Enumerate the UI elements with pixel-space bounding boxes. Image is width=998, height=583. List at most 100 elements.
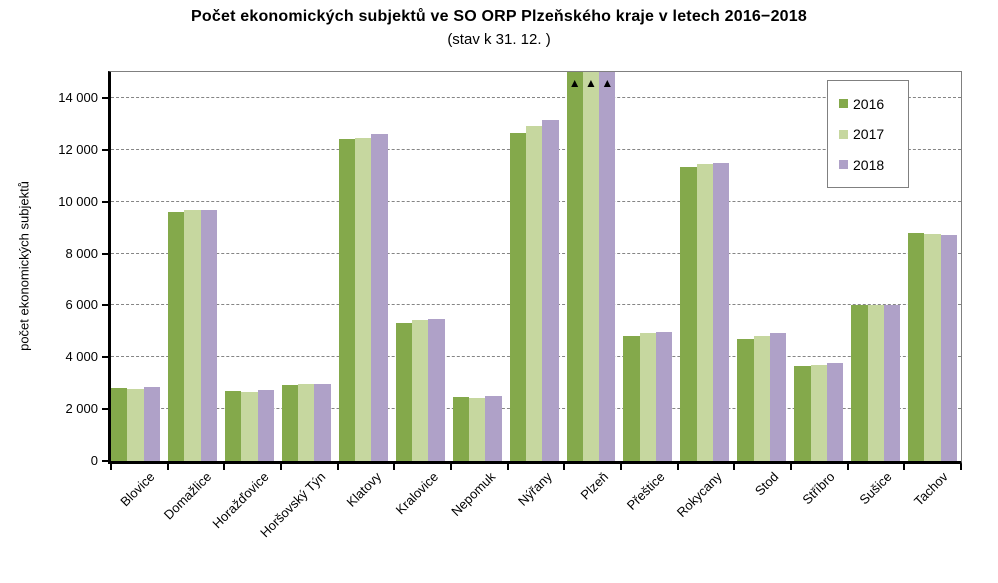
bar-Kralovice-2017	[412, 319, 429, 461]
x-tick-11	[733, 464, 736, 470]
x-tick-10	[676, 464, 679, 470]
legend-label-2018: 2018	[853, 156, 885, 173]
y-tick-4000	[102, 356, 110, 359]
bar-Plzeň-2016: ▲	[566, 72, 583, 461]
bar-Nepomuk-2017	[468, 397, 486, 461]
bar-groups-container: ▲ ▲ ▲	[111, 72, 961, 461]
bar-group-Plzeň: ▲ ▲ ▲	[563, 72, 620, 461]
bar-group-Kralovice	[392, 72, 449, 461]
bar-Nýřany-2017	[525, 126, 543, 461]
y-tick-10000	[102, 200, 110, 203]
bar-Horšovský Týn-2018	[314, 383, 331, 461]
bar-Domažlice-2017	[184, 209, 201, 461]
bar-group-Tachov	[904, 72, 961, 461]
bar-Stříbro-2017	[810, 364, 827, 461]
bar-Horažďovice-2017	[241, 391, 258, 461]
y-tick-0	[102, 460, 110, 462]
legend-item-2016: 2016	[839, 96, 908, 112]
bar-group-Stříbro	[790, 72, 847, 461]
bar-Nepomuk-2016	[452, 397, 469, 461]
legend-item-2018: 2018	[839, 157, 908, 173]
y-tick-label-14000: 14 000	[58, 89, 98, 105]
x-label-Klatovy: Klatovy	[343, 469, 385, 510]
bar-group-Horšovský Týn	[278, 72, 335, 461]
x-label-Horažďovice: Horažďovice	[209, 469, 272, 532]
bar-Nýřany-2016	[509, 132, 526, 461]
x-tick-12	[790, 464, 792, 470]
bar-Klatovy-2018	[371, 134, 388, 461]
legend: 2016 2017 2018	[827, 80, 909, 188]
bar-group-Rokycany	[676, 72, 733, 461]
x-label-Blovice: Blovice	[117, 469, 158, 510]
x-label-Přeštice: Přeštice	[624, 469, 668, 513]
legend-swatch-2016	[839, 99, 848, 108]
bar-Domažlice-2016	[167, 211, 185, 461]
clipped-value-marker: ▲	[601, 76, 614, 90]
x-tick-4	[336, 464, 339, 470]
legend-label-2016: 2016	[853, 95, 885, 112]
y-tick-6000	[102, 304, 110, 307]
bar-Blovice-2016	[111, 388, 128, 461]
bar-Horšovský Týn-2017	[298, 383, 315, 461]
bar-Stříbro-2018	[826, 362, 844, 461]
legend-swatch-2018	[839, 160, 848, 169]
bar-Rokycany-2017	[696, 164, 713, 461]
bar-Sušice-2017	[867, 305, 884, 461]
bar-group-Domažlice	[164, 72, 221, 461]
x-tick-0	[110, 464, 112, 470]
x-label-Stříbro: Stříbro	[799, 469, 838, 508]
x-tick-2	[223, 464, 226, 470]
y-tick-label-6000: 6 000	[65, 297, 98, 313]
bar-Sušice-2018	[883, 304, 901, 461]
chart-subtitle: (stav k 31. 12. )	[447, 31, 551, 48]
bar-Nepomuk-2018	[485, 396, 502, 461]
x-tick-1	[166, 464, 169, 470]
x-tick-5	[393, 464, 396, 470]
y-tick-label-10000: 10 000	[58, 193, 98, 209]
x-label-Rokycany: Rokycany	[673, 469, 725, 520]
x-tick-15	[960, 464, 962, 470]
x-tick-7	[506, 464, 509, 470]
legend-item-2017: 2017	[839, 126, 908, 142]
bar-group-Klatovy	[335, 72, 392, 461]
gridline-14000	[111, 96, 961, 98]
bar-Plzeň-2017: ▲	[582, 72, 600, 461]
x-tick-9	[620, 464, 622, 470]
x-label-Plzeň: Plzeň	[577, 469, 612, 503]
y-tick-label-2000: 2 000	[65, 401, 98, 417]
x-label-Nepomuk: Nepomuk	[447, 469, 498, 519]
bar-Blovice-2018	[143, 386, 160, 461]
legend-swatch-2017	[839, 129, 848, 139]
bar-Přeštice-2018	[656, 331, 673, 461]
x-tick-13	[846, 464, 849, 470]
y-tick-label-12000: 12 000	[58, 141, 98, 157]
bar-group-Horažďovice	[221, 72, 278, 461]
bar-group-Blovice	[111, 72, 164, 461]
bar-Plzeň-2018: ▲	[599, 72, 616, 461]
bar-Horažďovice-2016	[224, 390, 242, 461]
bar-Rokycany-2018	[713, 163, 730, 461]
bar-Sušice-2016	[851, 305, 868, 461]
bar-Stod-2018	[769, 332, 787, 461]
bar-Domažlice-2018	[200, 210, 217, 461]
bar-Kralovice-2018	[428, 318, 445, 461]
x-label-Kralovice: Kralovice	[392, 469, 442, 518]
y-tick-14000	[102, 96, 110, 99]
bar-Horažďovice-2018	[257, 389, 274, 461]
x-label-Nýřany: Nýřany	[514, 469, 555, 509]
y-tick-2000	[102, 408, 110, 411]
clipped-value-marker: ▲	[568, 76, 581, 90]
clipped-value-marker: ▲	[585, 76, 597, 90]
bar-Tachov-2017	[924, 233, 941, 461]
legend-label-2017: 2017	[853, 126, 885, 142]
bar-Klatovy-2016	[338, 139, 356, 461]
x-label-Domažlice: Domažlice	[161, 469, 215, 523]
bar-Stříbro-2016	[794, 366, 811, 461]
x-label-Sušice: Sušice	[856, 469, 895, 508]
bar-group-Přeštice	[619, 72, 676, 461]
bar-Rokycany-2016	[680, 166, 697, 461]
x-label-Tachov: Tachov	[911, 469, 952, 509]
bar-group-Nepomuk	[449, 72, 506, 461]
y-axis-title: počet ekonomických subjektů	[16, 181, 32, 351]
bar-Klatovy-2017	[355, 137, 372, 461]
